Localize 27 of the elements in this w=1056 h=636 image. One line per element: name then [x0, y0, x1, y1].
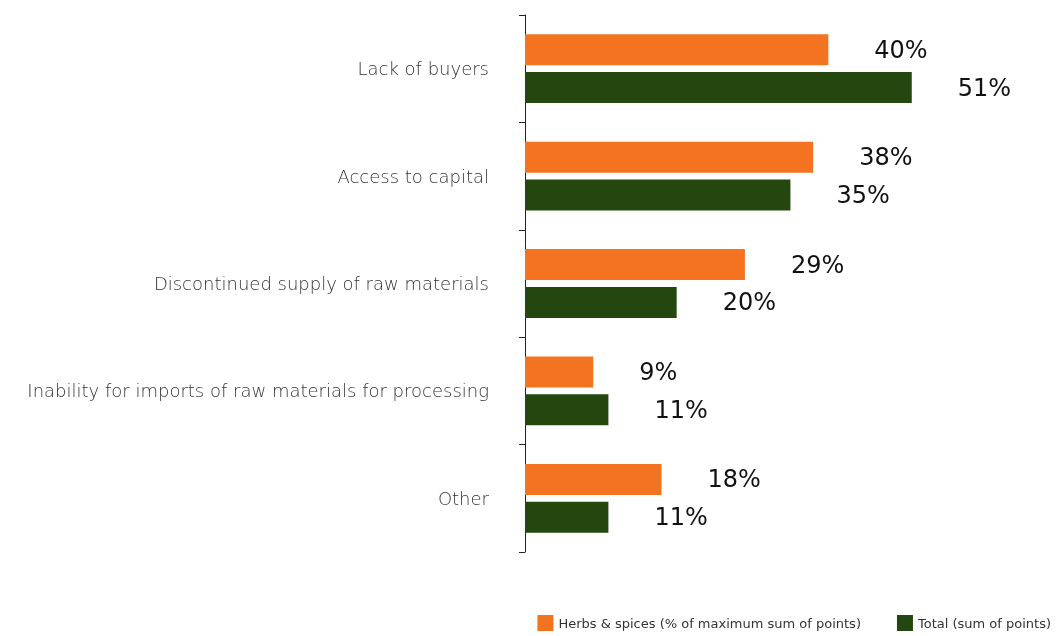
bar: [525, 141, 814, 173]
bar: [525, 249, 745, 281]
bar: [525, 72, 912, 104]
bar: [525, 286, 677, 318]
y-tick-label: Discontinued supply of raw materials: [153, 273, 489, 294]
data-label: 40%: [874, 35, 928, 64]
data-label: 9%: [639, 357, 678, 386]
data-label: 11%: [654, 503, 708, 532]
bar: [525, 463, 662, 495]
bar: [525, 501, 609, 533]
bar: [525, 179, 791, 211]
y-tick-label: Lack of buyers: [357, 58, 489, 80]
y-tick-label: Inability for imports of raw materials for processing: [27, 380, 489, 402]
y-tick-label: Access to capital: [337, 165, 489, 187]
data-label: 29%: [790, 250, 845, 279]
bar: [525, 394, 609, 426]
bar: [525, 356, 594, 388]
bar: [525, 34, 829, 66]
data-label: 20%: [722, 288, 777, 317]
data-label: 35%: [836, 181, 890, 210]
data-label: 51%: [957, 73, 1012, 102]
legend-label: Total (sum of points): [916, 615, 1052, 631]
data-label: 38%: [859, 143, 913, 172]
data-label: 11%: [654, 395, 708, 424]
y-tick-label: Other: [437, 487, 490, 509]
data-label: 18%: [707, 465, 761, 494]
legend-label: Herbs & spices (% of maximum sum of points): [558, 615, 861, 631]
